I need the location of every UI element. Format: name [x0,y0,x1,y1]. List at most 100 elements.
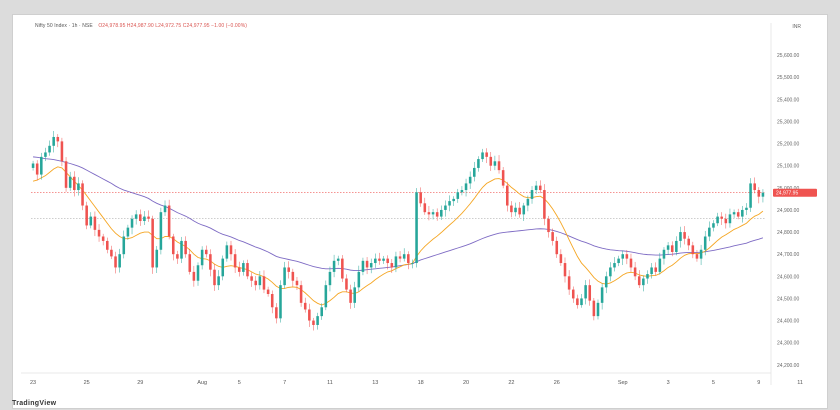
candle-body [716,216,719,224]
candle-body [155,249,159,268]
candle-body [617,258,620,264]
candle-body [361,260,365,272]
candle-body [613,263,616,268]
candle-body [551,232,554,241]
candle-body [440,209,443,217]
candle-body [89,216,93,226]
y-tick-label: 24,600.00 [777,274,799,280]
candle-body [233,254,237,268]
candle-body [204,249,208,255]
candle-body [423,203,427,213]
x-tick-label: Aug [197,380,207,386]
last-price-tag: 24,977.95 [776,191,798,197]
candle-body [64,161,68,188]
candle-body [345,278,348,290]
candle-body [662,249,666,259]
currency-unit-label[interactable]: INR [792,24,801,30]
x-tick-label: 11 [327,380,333,386]
candle-body [283,267,286,286]
candle-body [468,176,472,184]
candle-body [184,240,187,255]
candle-body [514,207,517,213]
x-tick-label: 26 [554,380,560,386]
candle-body [110,249,113,257]
candle-body [176,254,179,259]
candle-body [679,232,682,241]
candle-body [163,205,167,213]
candle-body [415,192,418,264]
last-price-tag-bg [773,188,817,197]
candle-body [584,285,587,299]
candle-body [448,201,451,206]
candle-body [324,285,328,308]
candle-body [85,205,88,226]
y-tick-label: 24,800.00 [777,230,799,236]
candle-body [435,212,439,217]
candle-body [390,263,394,268]
candle-body [427,212,431,215]
candle-body [303,302,307,310]
candle-body [349,289,352,303]
candle-body [332,260,336,272]
candle-body [151,218,154,268]
y-tick-label: 25,500.00 [777,75,799,81]
candle-body [452,198,455,202]
candle-body [68,176,72,188]
candle-body [221,258,225,277]
x-tick-label: 22 [508,380,514,386]
candle-body [101,236,105,241]
candle-body [213,269,216,286]
x-tick-label: 18 [418,380,424,386]
candle-body [209,254,212,270]
candle-body [130,218,134,228]
candle-body [757,190,761,197]
candle-body [138,214,142,222]
candle-body [287,267,291,272]
candle-body [650,267,653,275]
candle-body [761,192,765,197]
y-tick-label: 24,700.00 [777,252,799,258]
candle-body [242,263,245,272]
candle-body [237,267,241,272]
price-chart[interactable]: 24,200.00 24,300.00 24,400.00 24,500.00 24,6… [13,15,829,410]
candle-body [56,136,60,142]
candle-body [567,276,571,290]
candle-body [328,271,332,286]
candle-body [308,309,311,321]
moving-average-fast [32,166,764,306]
moving-average-slow [33,156,764,272]
candle-body [732,212,736,215]
brand-logo[interactable]: TradingView [12,400,57,407]
candle-body [114,256,117,268]
candle-body [378,258,381,261]
y-tick-label: 24,300.00 [777,341,799,347]
chart-header: Nifty 50 Index · 1h · NSE O24,978.95 H24… [35,23,247,29]
candle-body [464,183,468,191]
x-tick-label: 29 [137,380,143,386]
candle-body [126,227,130,237]
candle-body [295,280,299,286]
candle-body [369,263,373,268]
candle-body [699,249,703,259]
candle-body [576,298,579,306]
y-tick-label: 25,200.00 [777,142,799,148]
candle-body [336,258,340,261]
candle-body [147,216,150,219]
candle-body [543,190,546,219]
candle-body [670,245,674,252]
candle-body [188,254,192,272]
candle-body [708,227,711,237]
x-tick-label: 3 [667,380,670,386]
y-tick-label: 25,100.00 [777,164,799,170]
candle-body [159,212,163,250]
candle-body [604,276,608,288]
candle-body [122,236,126,255]
candle-body [559,254,563,264]
candle-body [180,240,183,259]
y-tick-label: 25,300.00 [777,119,799,125]
candle-body [456,192,460,199]
candle-body [555,240,559,255]
candle-body [419,192,422,204]
candle-body [675,240,678,252]
candle-body [505,185,509,206]
